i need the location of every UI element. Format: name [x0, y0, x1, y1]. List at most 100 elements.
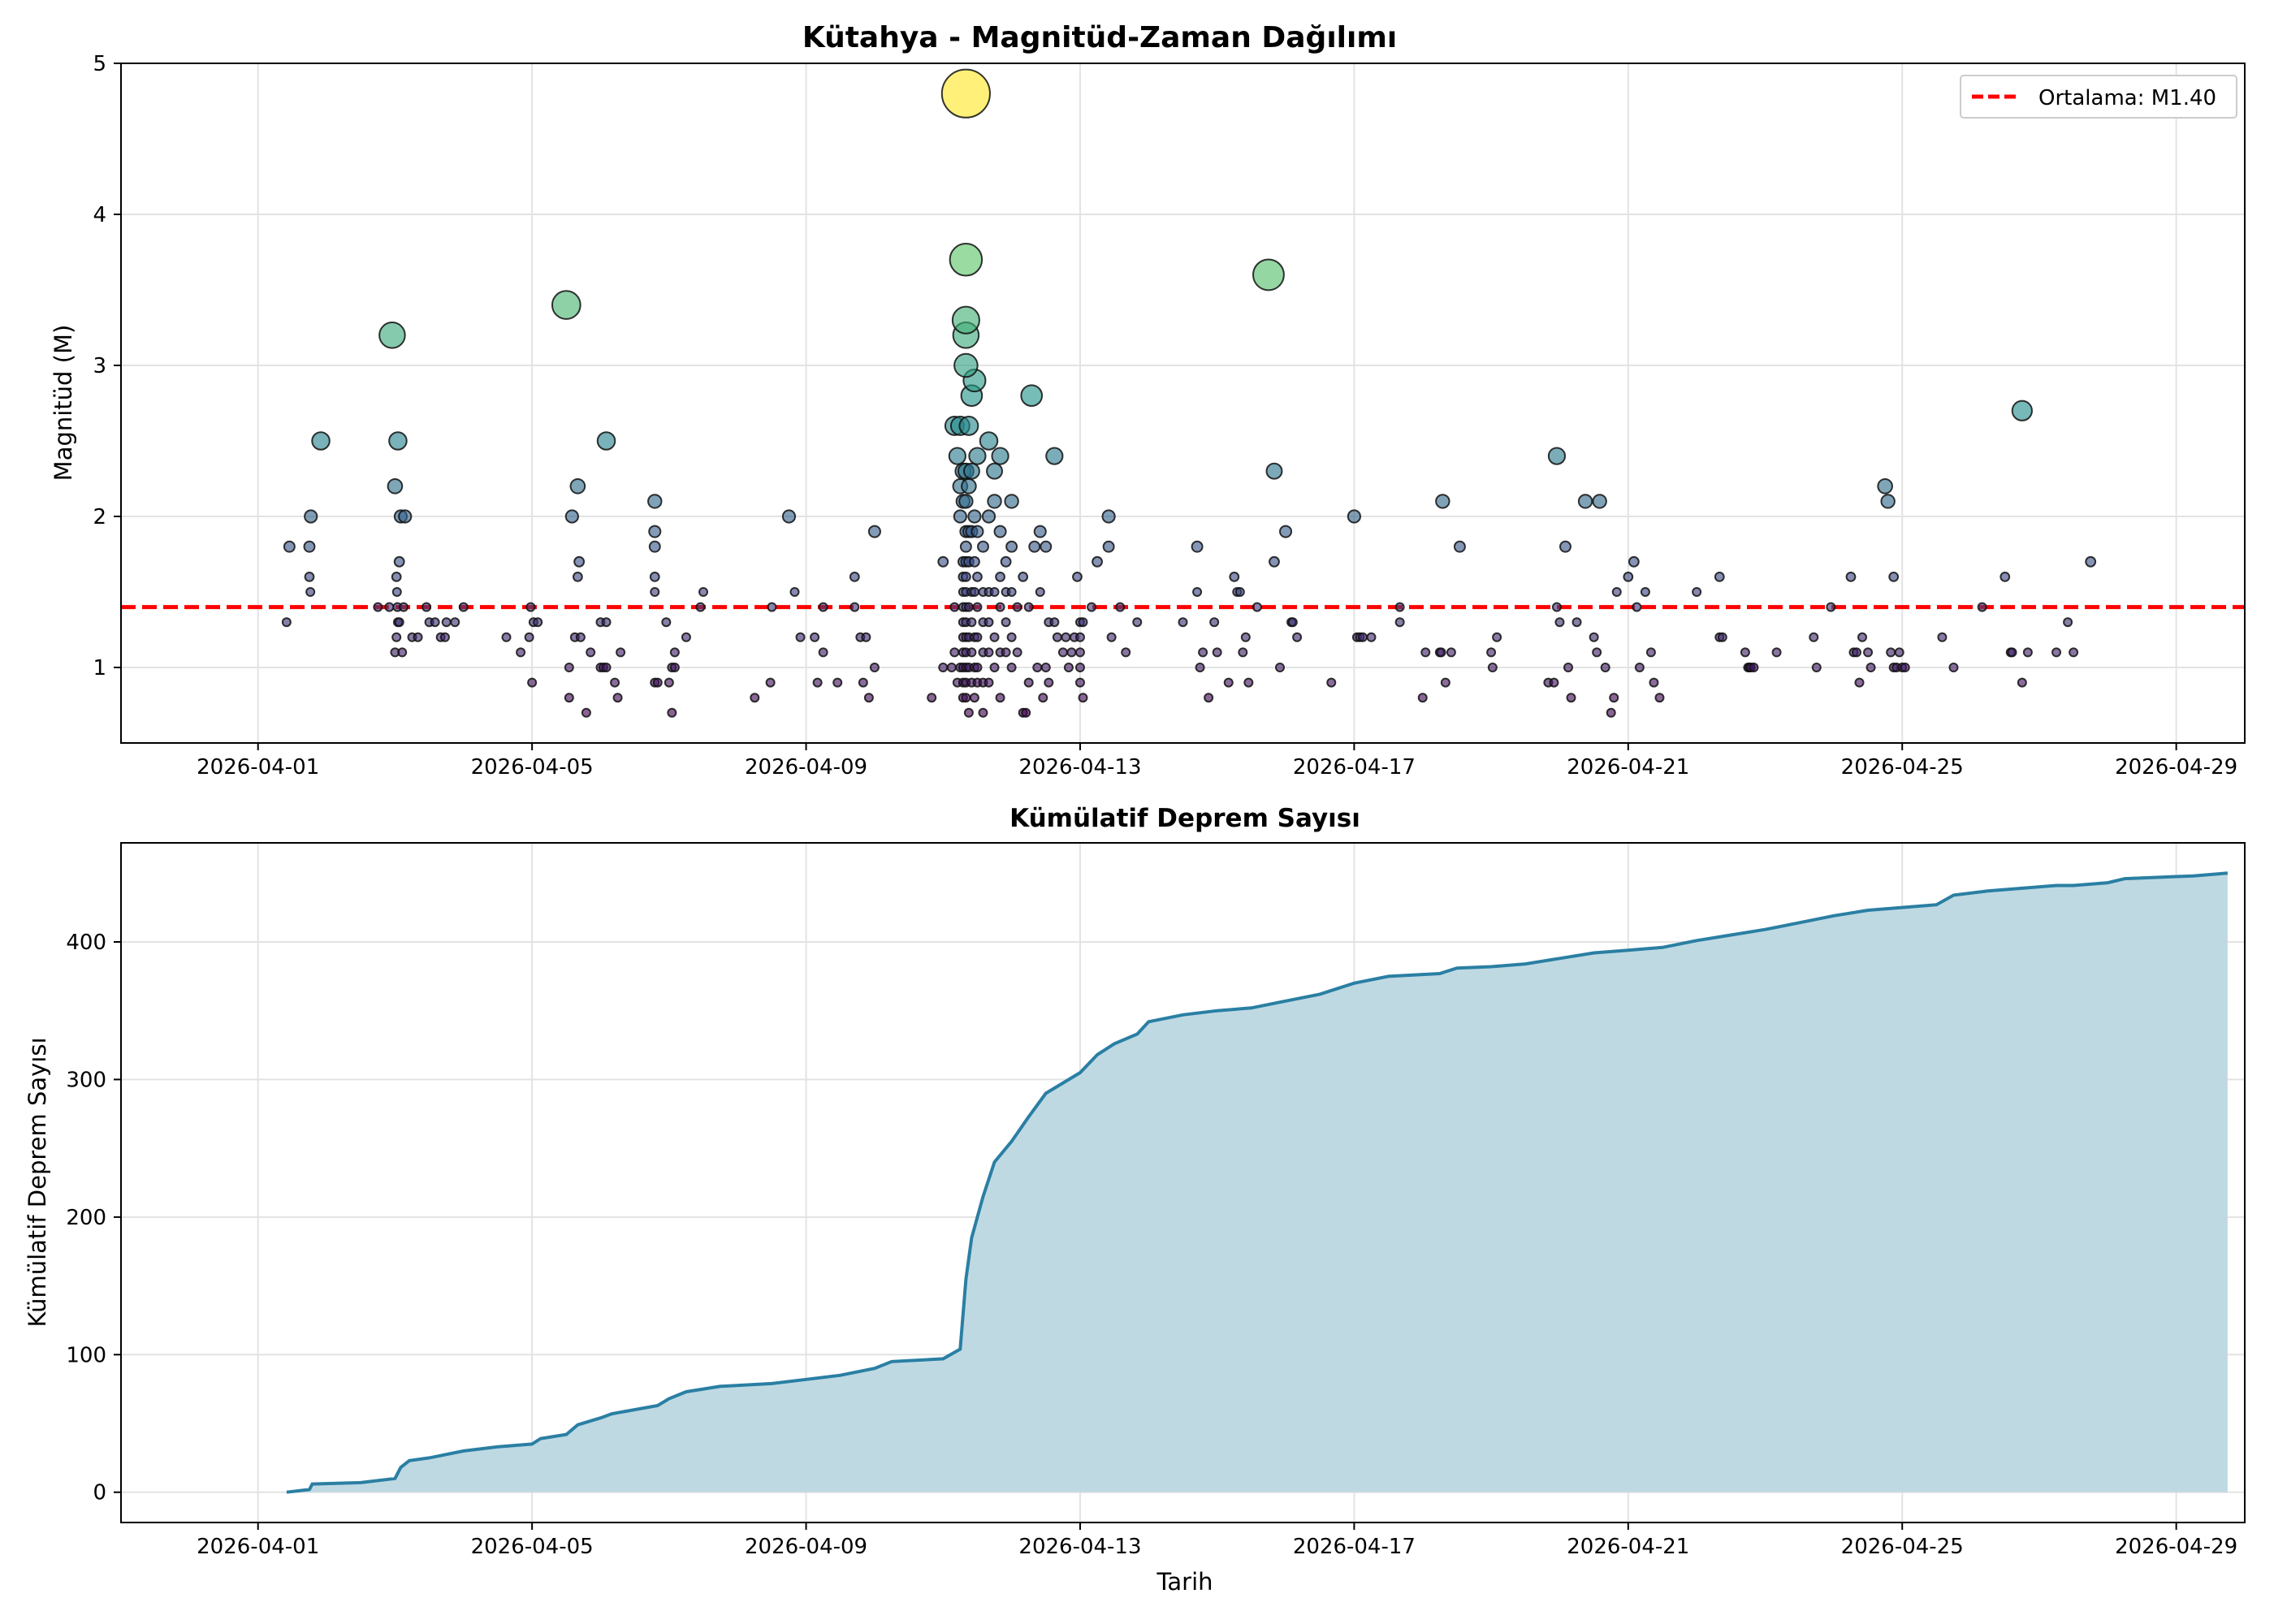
x-tick-label: 2026-04-01: [197, 755, 319, 780]
earthquake-point: [1000, 555, 1012, 568]
earthquake-point: [501, 632, 512, 642]
earthquake-point: [1252, 602, 1262, 612]
legend-mean-label: Ortalama: M1.40: [2038, 86, 2216, 110]
earthquake-point: [1654, 693, 1665, 703]
earthquake-point: [573, 555, 586, 568]
earthquake-point: [971, 525, 984, 538]
x-tick-label: 2026-04-01: [197, 1535, 319, 1559]
earthquake-point: [305, 587, 316, 597]
earthquake-point: [391, 587, 402, 597]
earthquake-point: [818, 602, 828, 612]
top-y-ticks: 1 2 3 4 5: [93, 52, 121, 680]
earthquake-point: [398, 602, 409, 612]
earthquake-point: [991, 447, 1009, 465]
earthquake-point: [564, 509, 579, 524]
earthquake-point: [1102, 540, 1115, 553]
earthquake-point: [1132, 617, 1143, 628]
earthquake-point: [1005, 540, 1018, 553]
earthquake-point: [1049, 617, 1060, 628]
earthquake-point: [850, 602, 860, 612]
earthquake-point: [1749, 663, 1759, 672]
bottom-x-axis-label: Tarih: [1156, 1568, 1213, 1596]
earthquake-point: [967, 509, 982, 524]
earthquake-point: [1640, 587, 1650, 597]
earthquake-point: [1074, 663, 1085, 672]
earthquake-point: [1072, 572, 1083, 582]
earthquake-point: [1740, 647, 1750, 658]
earthquake-point: [1243, 677, 1254, 688]
earthquake-point: [972, 632, 983, 642]
earthquake-point: [664, 677, 674, 688]
y-tick-label: 5: [93, 52, 106, 76]
earthquake-point: [1045, 447, 1064, 465]
x-tick-label: 2026-04-29: [2115, 755, 2237, 780]
earthquake-point: [1417, 693, 1428, 703]
earthquake-point: [949, 243, 984, 277]
earthquake-point: [1287, 617, 1298, 628]
earthquake-point: [649, 572, 660, 582]
earthquake-point: [1571, 617, 1582, 628]
earthquake-point: [1366, 632, 1377, 642]
earthquake-point: [648, 540, 661, 553]
earthquake-point: [569, 477, 586, 495]
earthquake-point: [533, 617, 543, 628]
earthquake-point: [995, 572, 1005, 582]
earthquake-point: [960, 572, 971, 582]
earthquake-point: [669, 663, 680, 672]
earthquake-point: [1178, 617, 1188, 628]
earthquake-point: [1326, 677, 1337, 688]
earthquake-point: [596, 431, 616, 451]
y-tick-label: 4: [93, 203, 106, 227]
earthquake-point: [1826, 602, 1836, 612]
bottom-y-ticks: 0 100 200 300 400: [66, 931, 121, 1505]
earthquake-point: [1549, 677, 1559, 688]
earthquake-point: [283, 540, 296, 553]
earthquake-point: [1074, 647, 1085, 658]
earthquake-point: [1877, 477, 1893, 495]
earthquake-point: [525, 602, 536, 612]
x-tick-label: 2026-04-21: [1567, 1535, 1689, 1559]
earthquake-point: [575, 632, 586, 642]
earthquake-point: [1078, 693, 1088, 703]
earthquake-point: [1566, 693, 1576, 703]
earthquake-point: [1052, 632, 1062, 642]
earthquake-point: [1863, 647, 1874, 658]
earthquake-point: [958, 494, 974, 509]
x-tick-label: 2026-04-17: [1293, 1535, 1416, 1559]
earthquake-point: [989, 587, 1000, 597]
earthquake-point: [2085, 555, 2097, 568]
earthquake-point: [2017, 677, 2027, 688]
legend: Ortalama: M1.40: [1960, 75, 2237, 119]
earthquake-point: [281, 617, 292, 628]
earthquake-point: [388, 431, 408, 451]
earthquake-point: [439, 632, 450, 642]
earthquake-point: [1063, 663, 1074, 672]
earthquake-point: [984, 677, 994, 688]
x-tick-label: 2026-04-25: [1841, 755, 1964, 780]
earthquake-point: [616, 647, 626, 658]
earthquake-point: [1275, 663, 1286, 672]
earthquake-point: [938, 663, 949, 672]
earthquake-point: [1001, 617, 1011, 628]
earthquake-point: [378, 322, 406, 349]
earthquake-point: [430, 617, 440, 628]
earthquake-point: [397, 647, 408, 658]
earthquake-point: [551, 290, 581, 320]
earthquake-point: [681, 632, 691, 642]
earthquake-point: [669, 647, 680, 658]
earthquake-point: [867, 525, 881, 538]
earthquake-point: [1845, 572, 1857, 582]
earthquake-point: [979, 431, 999, 451]
earthquake-point: [969, 587, 979, 597]
earthquake-point: [789, 587, 800, 597]
y-tick-label: 3: [93, 354, 106, 378]
earthquake-point: [1006, 663, 1017, 672]
earthquake-point: [968, 447, 987, 465]
earthquake-point: [951, 305, 980, 335]
earthquake-point: [812, 677, 823, 688]
earthquake-point: [612, 693, 623, 703]
top-plot-frame: [120, 63, 2246, 744]
earthquake-point: [995, 602, 1005, 612]
bottom-x-ticks: 2026-04-01 2026-04-05 2026-04-09 2026-04-13…: [197, 1522, 2237, 1559]
x-tick-label: 2026-04-21: [1567, 755, 1689, 780]
